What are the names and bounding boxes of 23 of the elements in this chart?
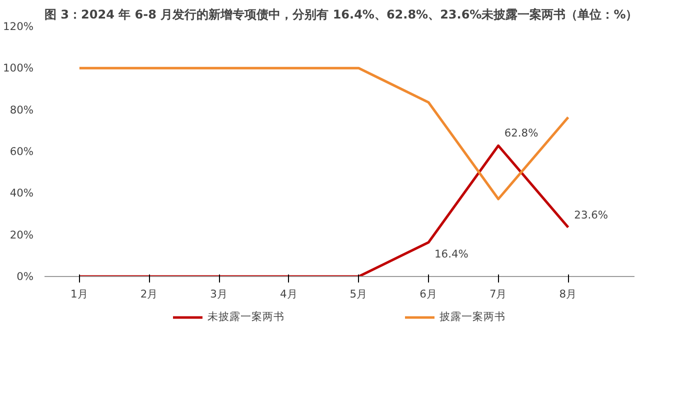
x-tick-label: 8月	[559, 288, 578, 300]
x-tick-label: 4月	[280, 288, 298, 300]
y-tick-label: 0%	[16, 270, 34, 283]
y-tick-label: 120%	[3, 20, 34, 33]
y-tick-label: 80%	[10, 103, 34, 116]
x-tick-label: 2月	[140, 288, 158, 300]
x-tick-label: 6月	[420, 288, 438, 300]
legend-label: 披露一案两书	[440, 310, 506, 324]
data-label: 23.6%	[574, 208, 608, 222]
y-tick-label: 60%	[10, 145, 34, 158]
data-label: 16.4%	[434, 247, 468, 260]
x-tick-label: 7月	[489, 288, 508, 300]
legend-label: 未披露一案两书	[208, 310, 284, 324]
chart-title: 图 3：2024 年 6-8 月发行的新增专项债中，分别有 16.4%、62.8%、23.6%未披露一案两书（单位：%）	[44, 8, 638, 22]
data-label: 62.8%	[504, 126, 538, 140]
y-tick-label: 20%	[10, 228, 34, 242]
x-tick-label: 1月	[70, 288, 88, 300]
y-tick-label: 100%	[3, 62, 34, 75]
y-tick-label: 40%	[10, 186, 34, 200]
x-tick-label: 5月	[350, 288, 368, 300]
line-series	[78, 66, 570, 200]
x-tick-label: 3月	[210, 288, 228, 300]
line-series	[78, 144, 570, 276]
